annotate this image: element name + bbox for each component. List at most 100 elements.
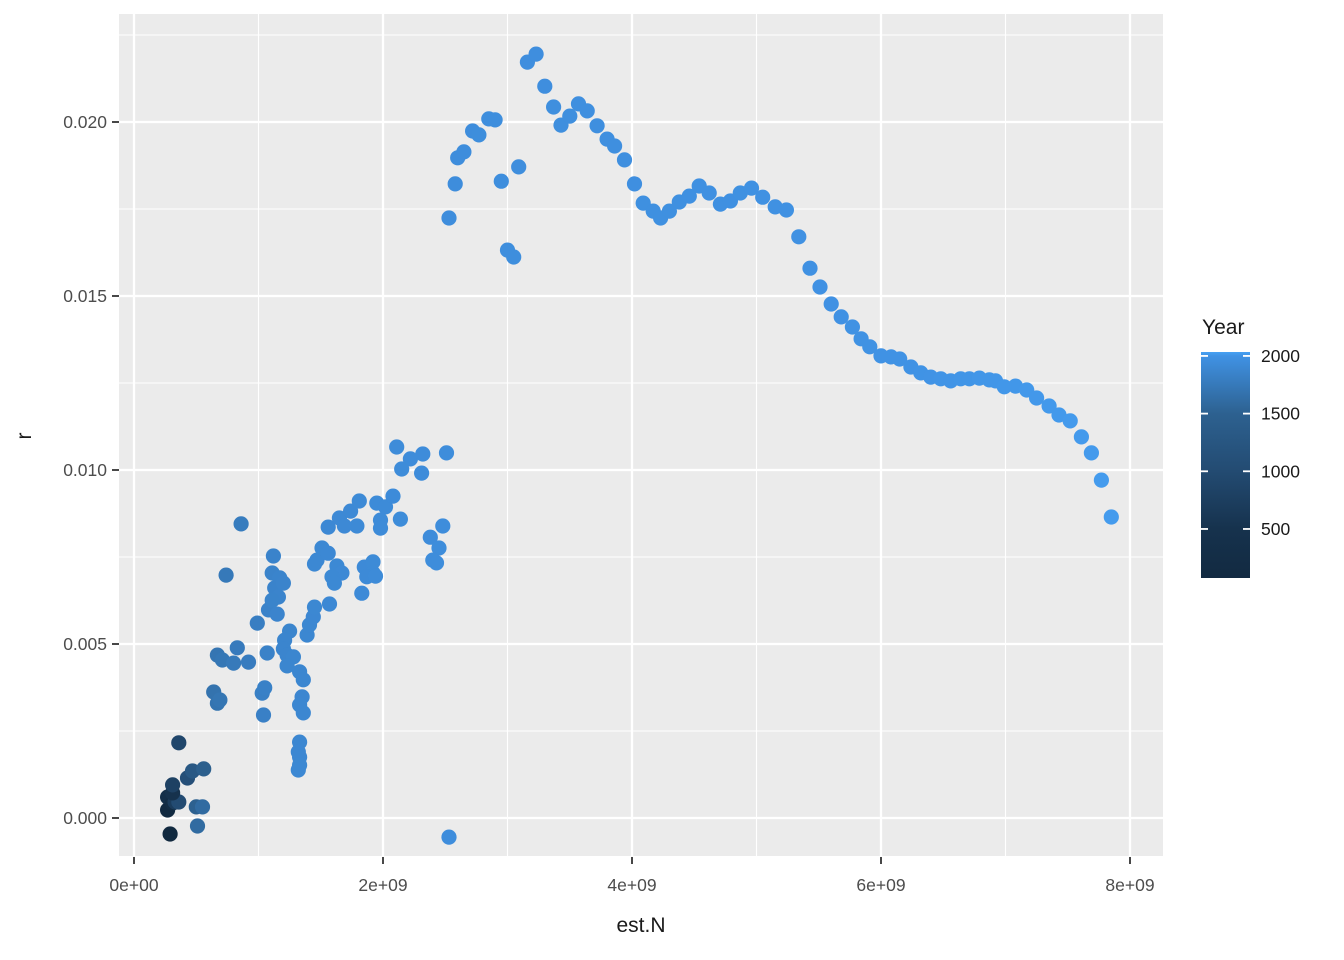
minor-gridlines (119, 14, 1163, 856)
data-point (259, 645, 275, 661)
data-point (892, 351, 908, 367)
data-point (833, 309, 849, 325)
data-point (165, 777, 181, 793)
data-point (365, 554, 381, 570)
data-point (249, 615, 265, 631)
legend-tick-label: 2000 (1261, 346, 1300, 366)
data-point (275, 575, 291, 591)
data-point (755, 189, 771, 205)
colorbar-legend: Year 2000 1500 1000 500 (1201, 316, 1300, 578)
data-point (537, 78, 553, 94)
data-point (1103, 509, 1119, 525)
data-point (428, 555, 445, 571)
y-tick-label: 0.020 (63, 112, 107, 132)
data-point (493, 173, 509, 189)
data-point (681, 188, 697, 204)
data-point (392, 511, 408, 527)
data-point (431, 540, 447, 556)
data-point (321, 596, 338, 612)
data-point (791, 229, 807, 245)
data-point (402, 451, 418, 467)
data-points (160, 46, 1119, 845)
data-point (218, 567, 234, 583)
data-point (511, 159, 527, 175)
data-point (823, 296, 839, 312)
data-point (626, 176, 643, 192)
y-tick-label: 0.000 (63, 808, 107, 828)
data-point (257, 680, 273, 696)
data-point (415, 446, 431, 462)
plot-panel (119, 14, 1163, 856)
data-point (778, 202, 795, 218)
data-point (701, 185, 717, 201)
data-point (309, 552, 325, 568)
data-point (295, 672, 311, 688)
x-axis-title: est.N (616, 914, 665, 937)
data-point (441, 210, 457, 226)
data-point (385, 488, 401, 504)
data-point (229, 640, 245, 656)
data-point (295, 705, 311, 721)
data-point (487, 112, 503, 128)
x-axis: 0e+00 2e+09 4e+09 6e+09 8e+09 (109, 857, 1155, 895)
data-point (844, 319, 861, 335)
data-point (226, 655, 242, 671)
data-point (264, 592, 280, 608)
y-axis-title: r (13, 433, 36, 440)
major-gridlines (119, 14, 1163, 856)
data-point (343, 503, 359, 519)
data-point (996, 379, 1012, 395)
legend-tick-mark (1243, 528, 1250, 530)
data-point (212, 692, 228, 708)
legend-ticks: 2000 1500 1000 500 (1201, 346, 1300, 539)
data-point (546, 99, 562, 115)
data-point (336, 518, 352, 534)
data-point (471, 127, 487, 143)
data-point (240, 654, 257, 670)
data-point (447, 176, 463, 192)
data-point (194, 799, 211, 815)
data-point (589, 118, 605, 134)
data-point (255, 707, 272, 723)
legend-tick-mark (1243, 412, 1250, 415)
data-point (196, 761, 212, 777)
data-point (812, 279, 828, 295)
data-point (802, 260, 818, 276)
legend-tick-label: 500 (1261, 519, 1290, 539)
data-point (414, 465, 430, 481)
data-point (1051, 407, 1067, 423)
x-tick-label: 0e+00 (109, 875, 158, 895)
x-tick-label: 2e+09 (358, 875, 407, 895)
data-point (377, 499, 394, 515)
data-point (1041, 398, 1057, 414)
data-point (456, 144, 472, 160)
data-point (435, 518, 451, 534)
data-point (562, 108, 578, 124)
legend-tick-mark (1201, 355, 1208, 357)
data-point (233, 516, 249, 532)
data-point (394, 461, 410, 477)
data-point (349, 518, 365, 534)
data-point (320, 519, 336, 535)
data-point (279, 658, 295, 674)
legend-tick-mark (1201, 470, 1208, 473)
data-point (354, 585, 370, 601)
legend-tick-label: 1500 (1261, 404, 1300, 424)
data-point (1073, 429, 1089, 445)
data-point (171, 735, 187, 751)
legend-tick-mark (1243, 470, 1250, 473)
y-axis: 0.000 0.005 0.010 0.015 0.020 (63, 112, 119, 828)
data-point (265, 548, 281, 564)
data-point (389, 439, 405, 455)
data-point (320, 545, 336, 561)
x-tick-label: 8e+09 (1105, 875, 1154, 895)
legend-title: Year (1202, 316, 1244, 339)
legend-tick-mark (1201, 528, 1208, 530)
data-point (506, 249, 522, 265)
data-point (290, 762, 306, 778)
data-point (579, 103, 595, 119)
data-point (438, 445, 455, 461)
data-point (1062, 413, 1078, 429)
data-point (351, 493, 367, 509)
